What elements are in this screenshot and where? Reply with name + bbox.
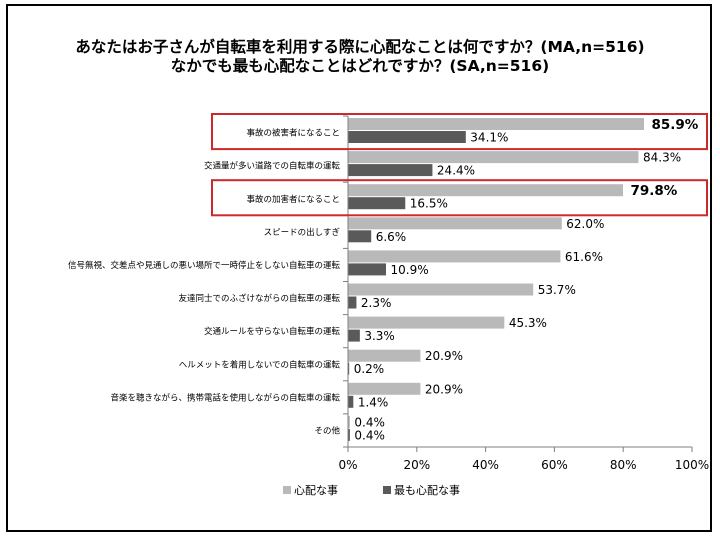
bar-most-concern — [348, 362, 350, 375]
bar-most-concern — [348, 164, 433, 177]
data-label: 85.9% — [651, 117, 698, 133]
legend-label: 心配な事 — [294, 484, 338, 497]
chart-title-line-2: なかでも最も心配なことはどれですか？(SA,n=516) — [170, 57, 550, 75]
chart-title-line-1: あなたはお子さんが自転車を利用する際に心配なことは何ですか？(MA,n=516) — [75, 38, 645, 56]
data-label: 2.3% — [361, 296, 392, 310]
legend-label: 最も心配な事 — [394, 484, 460, 497]
x-tick-label: 60% — [541, 458, 568, 472]
category-label: 信号無視、交差点や見通しの悪い場所で一時停止をしない自転車の運転 — [68, 260, 341, 271]
highlight-box — [211, 113, 708, 151]
bar-concern — [348, 283, 534, 296]
bar-most-concern — [348, 296, 357, 309]
highlight-box — [211, 179, 708, 217]
data-label: 53.7% — [538, 283, 576, 297]
bar-concern — [348, 217, 562, 230]
bar-concern — [348, 151, 639, 164]
bar-concern — [348, 415, 350, 428]
bar-most-concern — [348, 230, 372, 243]
data-label: 0.4% — [354, 428, 385, 442]
data-label: 16.5% — [410, 197, 448, 211]
bar-concern — [348, 349, 421, 362]
x-tick-label: 0% — [338, 458, 357, 472]
bar-most-concern — [348, 197, 406, 210]
data-label: 3.3% — [364, 329, 395, 343]
bar-concern — [348, 382, 421, 395]
category-label: 交通量が多い道路での自転車の運転 — [204, 161, 341, 172]
category-label: その他 — [314, 425, 340, 436]
category-label: 友達同士でのふざけながらの自転車の運転 — [178, 293, 340, 304]
x-tick-label: 20% — [403, 458, 430, 472]
bar-concern — [348, 316, 505, 329]
category-label: スピードの出しすぎ — [264, 227, 341, 238]
category-label: 音楽を聴きながら、携帯電話を使用しながらの自転車の運転 — [110, 392, 340, 403]
data-label: 0.2% — [354, 362, 385, 376]
data-label: 34.1% — [470, 131, 508, 145]
legend-swatch — [283, 486, 291, 494]
data-label: 1.4% — [358, 395, 389, 409]
bar-most-concern — [348, 131, 466, 143]
category-label: 交通ルールを守らない自転車の運転 — [204, 326, 341, 337]
legend-swatch — [383, 486, 391, 494]
data-label: 79.8% — [631, 183, 678, 199]
data-label: 0.4% — [354, 415, 385, 429]
data-label: 6.6% — [376, 230, 407, 244]
bar-most-concern — [348, 428, 350, 441]
bar-most-concern — [348, 329, 360, 342]
category-label: 事故の被害者になること — [246, 128, 340, 139]
bar-concern — [348, 118, 644, 130]
data-label: 20.9% — [425, 382, 463, 396]
data-label: 10.9% — [390, 263, 428, 277]
data-label: 24.4% — [437, 164, 475, 178]
x-tick-label: 40% — [472, 458, 499, 472]
data-label: 61.6% — [565, 250, 603, 264]
bar-most-concern — [348, 263, 386, 276]
data-label: 62.0% — [566, 217, 604, 231]
category-label: ヘルメットを着用しないでの自転車の運転 — [179, 359, 341, 370]
x-tick-label: 100% — [675, 458, 709, 472]
bar-concern — [348, 250, 561, 263]
x-tick-label: 80% — [610, 458, 637, 472]
bar-concern — [348, 184, 624, 197]
data-label: 84.3% — [643, 151, 681, 165]
data-label: 45.3% — [509, 316, 547, 330]
category-label: 事故の加害者になること — [246, 194, 340, 205]
bar-most-concern — [348, 395, 354, 408]
data-label: 20.9% — [425, 349, 463, 363]
